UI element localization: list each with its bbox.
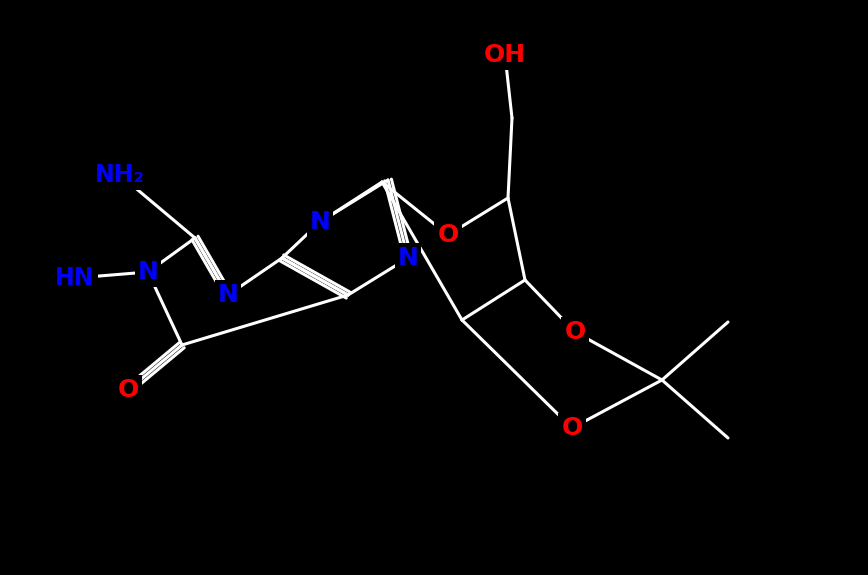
Text: OH: OH	[484, 43, 526, 67]
Text: O: O	[437, 223, 458, 247]
Text: O: O	[562, 416, 582, 440]
Text: NH₂: NH₂	[95, 163, 145, 187]
Text: HN: HN	[56, 266, 95, 290]
Text: N: N	[218, 283, 239, 307]
Text: N: N	[137, 260, 159, 284]
Text: N: N	[310, 210, 331, 234]
Text: N: N	[398, 246, 418, 270]
Text: O: O	[564, 320, 586, 344]
Text: O: O	[117, 378, 139, 402]
